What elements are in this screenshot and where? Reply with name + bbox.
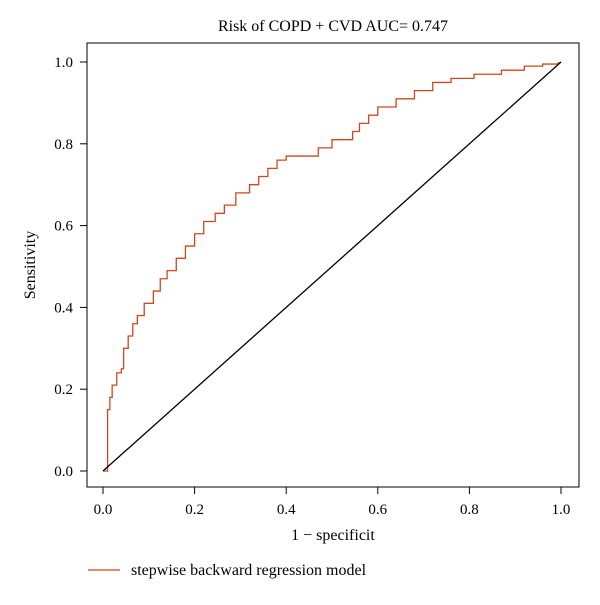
y-tick-label: 0.2: [54, 382, 73, 398]
x-tick-label: 0.4: [277, 502, 296, 518]
reference-diagonal-line: [102, 61, 562, 472]
x-tick-label: 1.0: [552, 502, 571, 518]
y-tick-label: 0.0: [54, 464, 73, 480]
y-axis-ticks: 0.0 0.2 0.4 0.6 0.8 1.0: [54, 55, 87, 480]
x-axis-ticks: 0.0 0.2 0.4 0.6 0.8 1.0: [94, 487, 571, 518]
x-tick-label: 0.2: [185, 502, 204, 518]
y-tick-label: 1.0: [54, 55, 73, 71]
x-tick-label: 0.6: [368, 502, 387, 518]
x-tick-label: 0.8: [460, 502, 479, 518]
series-group: [102, 61, 562, 472]
x-tick-label: 0.0: [94, 502, 113, 518]
roc-curve-line: [103, 61, 562, 472]
y-tick-label: 0.8: [54, 137, 73, 153]
chart-title: Risk of COPD + CVD AUC= 0.747: [218, 18, 448, 35]
y-axis-title: Sensitivity: [22, 231, 39, 299]
x-axis-title: 1 − specificit: [291, 527, 375, 544]
legend-label: stepwise backward regression model: [131, 562, 367, 579]
y-tick-label: 0.4: [54, 300, 73, 316]
plot-frame: [86, 42, 580, 488]
y-tick-label: 0.6: [54, 219, 73, 235]
